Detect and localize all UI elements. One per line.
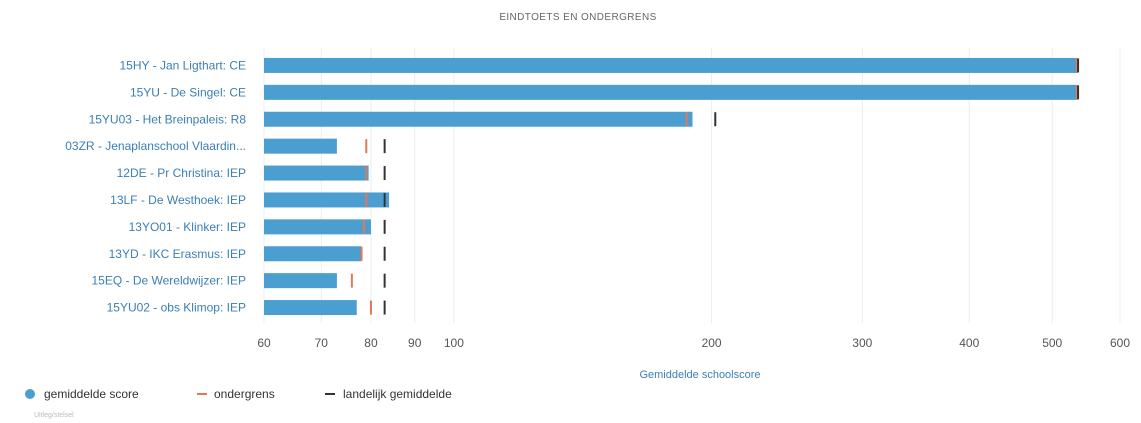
category-label: 15EQ - De Wereldwijzer: IEP — [92, 274, 247, 288]
bar — [264, 165, 369, 181]
category-label: 12DE - Pr Christina: IEP — [117, 166, 246, 180]
bar — [264, 57, 1078, 73]
bars — [264, 57, 1078, 316]
category-label: 15HY - Jan Ligthart: CE — [119, 58, 246, 72]
bar — [264, 300, 357, 316]
category-label: 15YU03 - Het Breinpaleis: R8 — [89, 112, 247, 126]
x-tick-label: 90 — [408, 336, 422, 350]
bar — [264, 192, 390, 208]
x-tick-label: 500 — [1042, 336, 1062, 350]
bar — [264, 84, 1078, 100]
x-tick-label: 60 — [257, 336, 271, 350]
category-labels: 15HY - Jan Ligthart: CE 15YU - De Singel:… — [65, 58, 246, 314]
x-tick-label: 600 — [1110, 336, 1130, 350]
x-tick-label: 100 — [444, 336, 464, 350]
bar — [264, 246, 362, 262]
legend: gemiddelde score ondergrens landelijk ge… — [25, 387, 452, 401]
legend-label-gemiddelde-score: gemiddelde score — [44, 387, 139, 401]
legend-item-ondergrens[interactable]: ondergrens — [197, 387, 275, 401]
category-label: 15YU02 - obs Klimop: IEP — [107, 301, 246, 315]
chart-title: EINDTOETS EN ONDERGRENS — [499, 12, 656, 23]
x-tick-label: 200 — [702, 336, 722, 350]
x-tick-label: 70 — [315, 336, 329, 350]
category-label: 13LF - De Westhoek: IEP — [110, 193, 246, 207]
bar — [264, 273, 337, 289]
x-tick-label: 80 — [364, 336, 378, 350]
x-tick-labels: 60 70 80 90 100 200 300 400 500 600 — [257, 336, 1130, 350]
x-axis-title: Gemiddelde schoolscore — [639, 369, 760, 381]
bar — [264, 219, 371, 235]
x-tick-label: 300 — [852, 336, 872, 350]
footer-note: Uitleg/stelsel — [34, 412, 74, 419]
legend-item-gemiddelde-score[interactable]: gemiddelde score — [25, 387, 139, 401]
category-label: 03ZR - Jenaplanschool Vlaardin... — [65, 139, 246, 153]
reference-markers — [350, 58, 1080, 315]
x-tick-label: 400 — [959, 336, 979, 350]
category-label: 13YO01 - Klinker: IEP — [129, 220, 246, 234]
bar — [264, 138, 337, 154]
legend-item-landelijk[interactable]: landelijk gemiddelde — [325, 387, 452, 401]
legend-label-landelijk: landelijk gemiddelde — [343, 387, 452, 401]
category-label: 13YD - IKC Erasmus: IEP — [109, 247, 246, 261]
bar — [264, 111, 693, 127]
legend-dot-icon — [25, 389, 35, 399]
category-label: 15YU - De Singel: CE — [130, 85, 246, 99]
legend-label-ondergrens: ondergrens — [214, 387, 275, 401]
